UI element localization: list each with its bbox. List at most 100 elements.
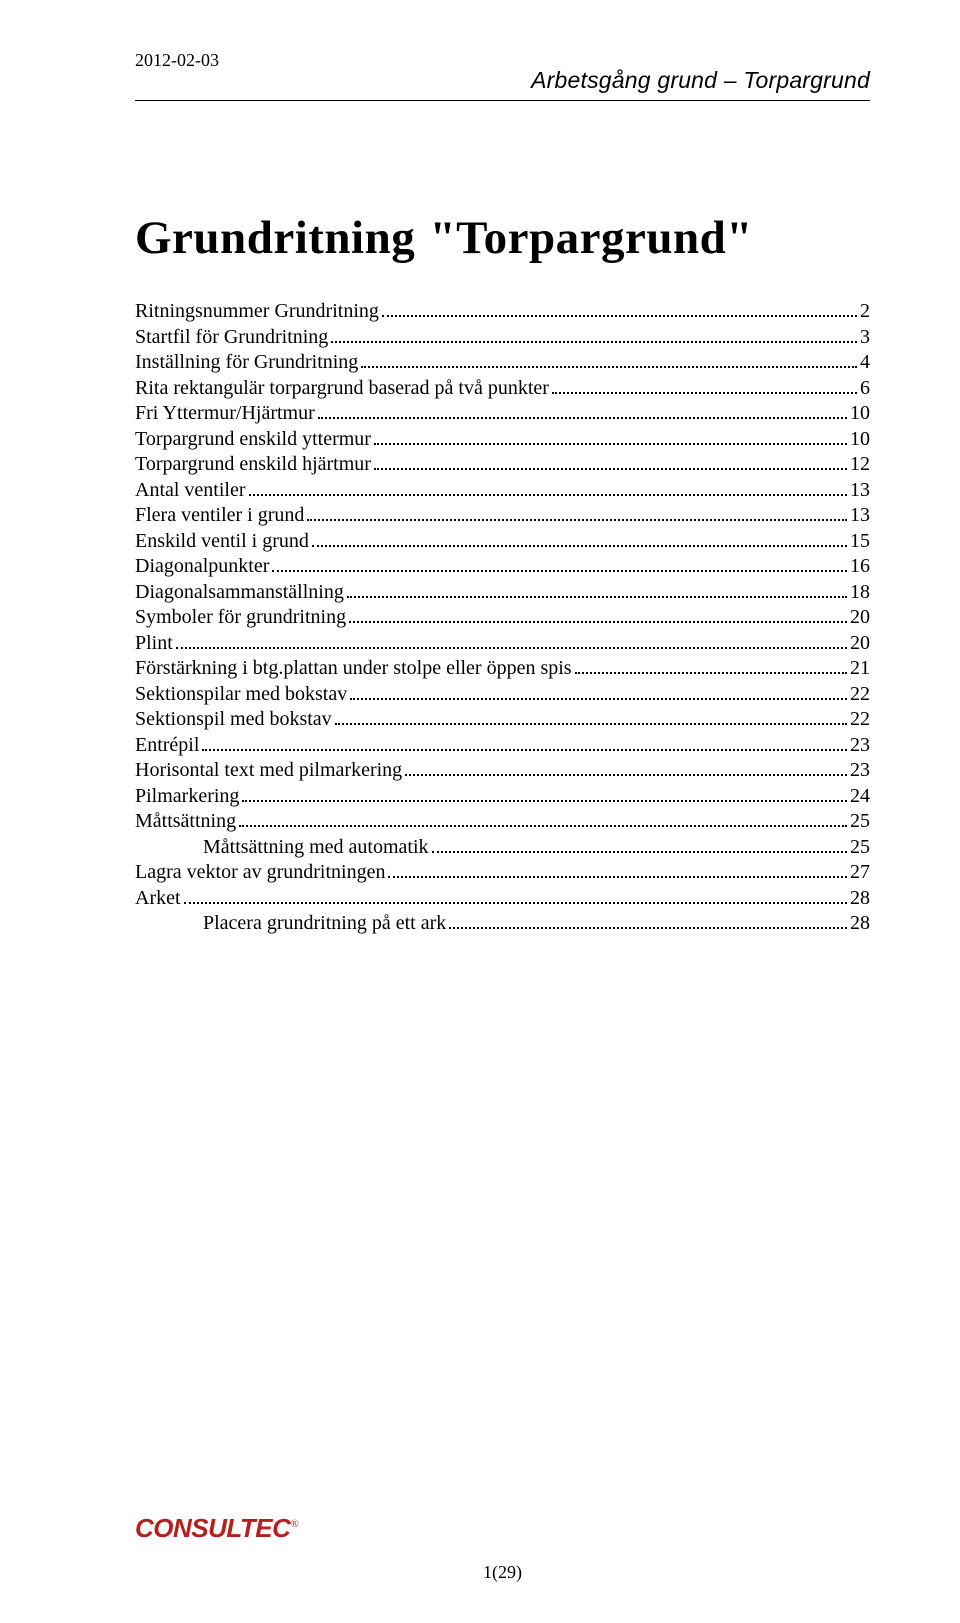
toc-leader-dots (202, 749, 847, 751)
toc-row: Torpargrund enskild hjärtmur 12 (135, 454, 870, 474)
toc-leader-dots (242, 800, 847, 802)
header-rule (135, 100, 870, 101)
toc-row: Måttsättning 25 (135, 811, 870, 831)
toc-entry-label: Antal ventiler (135, 480, 246, 500)
toc-leader-dots (307, 519, 847, 521)
toc-entry-page: 13 (850, 480, 870, 500)
page-number: 1(29) (135, 1562, 870, 1583)
toc-entry-page: 22 (850, 684, 870, 704)
document-page: 2012-02-03 Arbetsgång grund – Torpargrun… (0, 0, 960, 1623)
toc-entry-page: 28 (850, 913, 870, 933)
toc-leader-dots (312, 545, 847, 547)
toc-entry-label: Måttsättning (135, 811, 236, 831)
toc-row: Entrépil23 (135, 735, 870, 755)
toc-entry-label: Lagra vektor av grundritningen (135, 862, 385, 882)
toc-entry-label: Plint (135, 633, 173, 653)
logo: CONSULTEC ® (135, 1513, 870, 1544)
toc-entry-label: Ritningsnummer Grundritning (135, 301, 379, 321)
toc-entry-label: Förstärkning i btg.plattan under stolpe … (135, 658, 572, 678)
toc-entry-page: 27 (850, 862, 870, 882)
toc-leader-dots (249, 494, 847, 496)
toc-leader-dots (239, 825, 847, 827)
toc-entry-label: Pilmarkering (135, 786, 239, 806)
toc-row: Inställning för Grundritning 4 (135, 352, 870, 372)
toc-entry-label: Rita rektangulär torpargrund baserad på … (135, 378, 549, 398)
toc-leader-dots (347, 596, 847, 598)
toc-row: Diagonalsammanställning18 (135, 582, 870, 602)
toc-entry-page: 10 (850, 403, 870, 423)
toc-leader-dots (318, 417, 847, 419)
toc-leader-dots (361, 366, 857, 368)
toc-leader-dots (388, 876, 847, 878)
toc-entry-page: 12 (850, 454, 870, 474)
toc-entry-page: 22 (850, 709, 870, 729)
toc-leader-dots (552, 392, 857, 394)
toc-leader-dots (335, 723, 847, 725)
document-title: Grundritning "Torpargrund" (135, 211, 870, 265)
toc-entry-label: Entrépil (135, 735, 199, 755)
toc-entry-label: Diagonalpunkter (135, 556, 269, 576)
toc-entry-page: 16 (850, 556, 870, 576)
page-footer: CONSULTEC ® 1(29) (135, 1513, 870, 1583)
toc-entry-label: Torpargrund enskild hjärtmur (135, 454, 371, 474)
toc-row: Horisontal text med pilmarkering 23 (135, 760, 870, 780)
toc-entry-page: 18 (850, 582, 870, 602)
toc-row: Pilmarkering24 (135, 786, 870, 806)
toc-row: Rita rektangulär torpargrund baserad på … (135, 378, 870, 398)
toc-entry-label: Måttsättning med automatik (135, 837, 429, 857)
toc-entry-page: 10 (850, 429, 870, 449)
toc-leader-dots (382, 315, 857, 317)
toc-leader-dots (575, 672, 847, 674)
toc-leader-dots (349, 621, 847, 623)
toc-leader-dots (374, 443, 847, 445)
toc-row: Sektionspil med bokstav 22 (135, 709, 870, 729)
toc-entry-page: 3 (860, 327, 870, 347)
toc-entry-label: Horisontal text med pilmarkering (135, 760, 402, 780)
toc-entry-label: Torpargrund enskild yttermur (135, 429, 371, 449)
toc-row: Placera grundritning på ett ark 28 (135, 913, 870, 933)
toc-row: Arket28 (135, 888, 870, 908)
toc-row: Sektionspilar med bokstav 22 (135, 684, 870, 704)
toc-leader-dots (184, 902, 847, 904)
toc-entry-page: 2 (860, 301, 870, 321)
toc-entry-label: Symboler för grundritning (135, 607, 346, 627)
toc-entry-page: 23 (850, 760, 870, 780)
toc-entry-label: Sektionspilar med bokstav (135, 684, 347, 704)
toc-row: Förstärkning i btg.plattan under stolpe … (135, 658, 870, 678)
toc-entry-page: 4 (860, 352, 870, 372)
toc-leader-dots (405, 774, 847, 776)
toc-entry-page: 13 (850, 505, 870, 525)
toc-row: Flera ventiler i grund13 (135, 505, 870, 525)
toc-row: Torpargrund enskild yttermur 10 (135, 429, 870, 449)
toc-entry-page: 25 (850, 837, 870, 857)
toc-row: Fri Yttermur/Hjärtmur 10 (135, 403, 870, 423)
toc-row: Enskild ventil i grund 15 (135, 531, 870, 551)
toc-entry-label: Fri Yttermur/Hjärtmur (135, 403, 315, 423)
toc-row: Startfil för Grundritning 3 (135, 327, 870, 347)
toc-entry-label: Sektionspil med bokstav (135, 709, 332, 729)
toc-entry-page: 15 (850, 531, 870, 551)
toc-entry-label: Startfil för Grundritning (135, 327, 328, 347)
toc-entry-label: Placera grundritning på ett ark (135, 913, 446, 933)
toc-entry-label: Enskild ventil i grund (135, 531, 309, 551)
toc-entry-page: 20 (850, 607, 870, 627)
toc-row: Antal ventiler 13 (135, 480, 870, 500)
toc-leader-dots (331, 341, 857, 343)
toc-entry-page: 6 (860, 378, 870, 398)
toc-row: Ritningsnummer Grundritning 2 (135, 301, 870, 321)
document-subtitle: Arbetsgång grund – Torpargrund (135, 67, 870, 94)
toc-entry-page: 25 (850, 811, 870, 831)
page-header: 2012-02-03 Arbetsgång grund – Torpargrun… (135, 50, 870, 94)
toc-entry-label: Inställning för Grundritning (135, 352, 358, 372)
toc-leader-dots (350, 698, 847, 700)
toc-leader-dots (449, 927, 847, 929)
toc-row: Symboler för grundritning 20 (135, 607, 870, 627)
toc-row: Plint20 (135, 633, 870, 653)
toc-leader-dots (272, 570, 847, 572)
toc-entry-page: 28 (850, 888, 870, 908)
toc-entry-page: 21 (850, 658, 870, 678)
logo-text: CONSULTEC (135, 1513, 290, 1544)
toc-row: Diagonalpunkter 16 (135, 556, 870, 576)
toc-row: Måttsättning med automatik 25 (135, 837, 870, 857)
registered-icon: ® (290, 1518, 298, 1530)
